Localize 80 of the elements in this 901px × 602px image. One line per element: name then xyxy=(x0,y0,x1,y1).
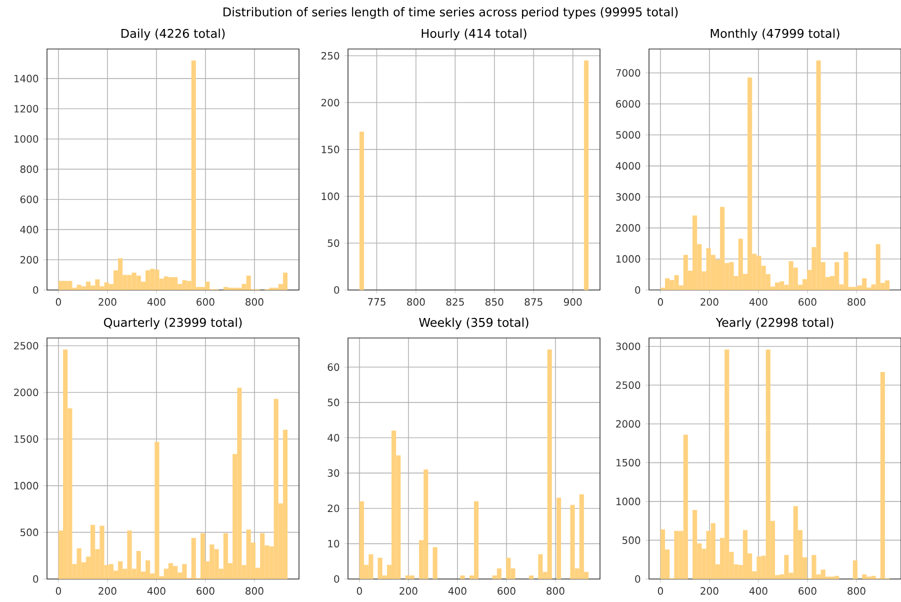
x-tick-label: 800 xyxy=(246,298,264,306)
y-tick-label: 7000 xyxy=(616,69,640,77)
y-tick-label: 3000 xyxy=(616,342,640,350)
x-tick-label: 900 xyxy=(564,298,582,306)
chart-title: Monthly (47999 total) xyxy=(710,28,840,40)
y-tick-label: 1000 xyxy=(616,255,640,263)
x-tick-label: 0 xyxy=(356,587,362,595)
y-tick-label: 500 xyxy=(20,528,38,536)
x-tick-label: 400 xyxy=(147,298,166,306)
x-tick-label: 400 xyxy=(749,298,768,306)
y-tick-label: 100 xyxy=(322,192,340,200)
x-tick-label: 800 xyxy=(407,298,425,306)
y-tick-label: 1500 xyxy=(14,435,38,443)
y-tick-label: 0 xyxy=(334,575,340,583)
x-tick-label: 200 xyxy=(98,587,116,595)
y-tick-label: 2000 xyxy=(616,420,640,428)
x-tick-label: 0 xyxy=(658,298,663,306)
y-tick-label: 0 xyxy=(635,575,640,583)
y-tick-label: 200 xyxy=(321,98,340,106)
y-tick-label: 60 xyxy=(328,363,340,371)
x-tick-label: 800 xyxy=(546,587,564,595)
y-tick-label: 1000 xyxy=(616,498,640,506)
y-tick-label: 600 xyxy=(20,196,38,204)
x-tick-label: 850 xyxy=(486,298,504,306)
x-tick-label: 200 xyxy=(98,298,116,306)
x-tick-label: 800 xyxy=(848,298,866,306)
x-tick-label: 800 xyxy=(848,587,866,595)
y-tick-label: 1000 xyxy=(14,482,38,490)
y-tick-label: 5000 xyxy=(616,131,640,139)
y-tick-label: 0 xyxy=(334,286,340,294)
chart-title: Quarterly (23999 total) xyxy=(104,318,242,330)
y-tick-label: 2000 xyxy=(616,224,640,232)
y-tick-label: 2500 xyxy=(14,342,38,350)
y-tick-label: 20 xyxy=(328,504,340,512)
x-tick-label: 800 xyxy=(246,587,264,595)
y-tick-label: 150 xyxy=(322,146,340,154)
x-tick-label: 200 xyxy=(400,587,418,595)
chart-title: Yearly (22998 total) xyxy=(716,318,834,330)
x-tick-label: 0 xyxy=(56,298,61,306)
y-tick-label: 30 xyxy=(328,469,340,477)
y-tick-label: 0 xyxy=(33,286,38,294)
y-tick-label: 50 xyxy=(328,239,340,247)
y-tick-label: 1400 xyxy=(14,74,38,82)
y-tick-label: 0 xyxy=(33,575,38,583)
y-tick-label: 4000 xyxy=(616,162,640,170)
x-tick-label: 200 xyxy=(700,587,718,595)
x-tick-label: 600 xyxy=(498,587,516,595)
x-tick-label: 600 xyxy=(196,587,214,595)
x-tick-label: 600 xyxy=(196,298,214,306)
y-tick-label: 1500 xyxy=(616,458,640,466)
x-tick-label: 875 xyxy=(524,298,542,306)
x-tick-label: 0 xyxy=(56,587,61,595)
y-tick-label: 250 xyxy=(321,52,340,60)
x-tick-label: 400 xyxy=(448,587,466,595)
y-tick-label: 6000 xyxy=(616,100,640,108)
y-tick-label: 1200 xyxy=(14,105,38,113)
x-tick-label: 600 xyxy=(798,587,816,595)
chart-title: Hourly (414 total) xyxy=(422,28,526,40)
y-tick-label: 2000 xyxy=(14,388,38,396)
y-tick-label: 40 xyxy=(328,434,340,442)
chart-title: Daily (4226 total) xyxy=(122,28,225,40)
x-tick-label: 400 xyxy=(749,587,768,595)
text: Distribution of series length of time series across period types (99995 total) xyxy=(224,7,678,19)
y-tick-label: 10 xyxy=(328,540,340,548)
y-tick-label: 0 xyxy=(635,286,640,294)
y-tick-label: 500 xyxy=(622,536,640,544)
x-tick-label: 825 xyxy=(446,298,464,306)
y-tick-label: 2500 xyxy=(616,381,640,389)
y-tick-label: 3000 xyxy=(616,193,640,201)
y-tick-label: 400 xyxy=(20,226,38,234)
y-tick-label: 1000 xyxy=(14,135,38,143)
x-tick-label: 600 xyxy=(798,298,816,306)
x-tick-label: 0 xyxy=(658,587,663,595)
x-tick-label: 400 xyxy=(147,587,166,595)
chart-title: Weekly (359 total) xyxy=(419,318,528,330)
y-tick-label: 800 xyxy=(20,165,38,173)
x-tick-label: 200 xyxy=(700,298,718,306)
x-tick-label: 775 xyxy=(368,298,386,306)
y-tick-label: 50 xyxy=(328,398,340,406)
y-tick-label: 200 xyxy=(20,256,38,264)
